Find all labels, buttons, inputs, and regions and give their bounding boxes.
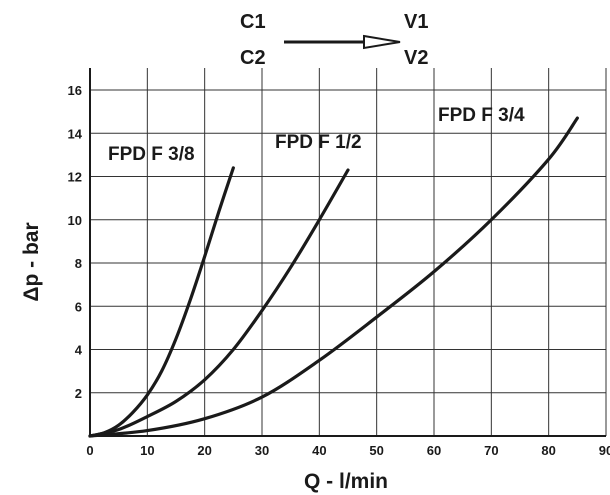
curve-series-3 [88, 116, 579, 438]
x-tick-label-80: 80 [541, 443, 555, 458]
x-tick-label-70: 70 [484, 443, 498, 458]
y-tick-label-4: 4 [75, 343, 83, 358]
flow-arrow-head [363, 34, 401, 50]
x-tick-label-50: 50 [369, 443, 383, 458]
y-tick-label-8: 8 [75, 256, 82, 271]
x-tick-label-0: 0 [86, 443, 93, 458]
x-tick-label-20: 20 [197, 443, 211, 458]
y-tick-label-10: 10 [68, 213, 82, 228]
curves [88, 116, 579, 438]
y-tick-label-14: 14 [68, 126, 83, 141]
flow-from-port-2: C2 [240, 47, 266, 69]
x-tick-label-30: 30 [255, 443, 269, 458]
y-tick-label-16: 16 [68, 83, 82, 98]
flow-from-port-1: C1 [240, 11, 266, 33]
x-tick-label-60: 60 [427, 443, 441, 458]
grid [90, 68, 607, 436]
y-tick-label-12: 12 [68, 170, 82, 185]
series-label-3: FPD F 3/4 [438, 105, 525, 126]
flow-direction: C1 C2 V1 V2 [240, 11, 428, 69]
series-labels: FPD F 3/8 FPD F 1/2 FPD F 3/4 [108, 105, 525, 165]
x-tick-label-40: 40 [312, 443, 326, 458]
y-axis-title: Δp - bar [20, 222, 43, 301]
series-label-1: FPD F 3/8 [108, 144, 195, 165]
x-tick-label-90: 90 [599, 443, 610, 458]
x-tick-label-10: 10 [140, 443, 154, 458]
y-tick-label-2: 2 [75, 386, 82, 401]
curve-series-2 [88, 168, 350, 438]
tick-labels: 0 10 20 30 40 50 60 70 80 90 2 4 6 8 10 12 14 16 [68, 83, 610, 458]
curve-series-1 [88, 166, 235, 438]
flow-to-port-1: V1 [404, 11, 428, 33]
axes [89, 68, 606, 437]
y-tick-label-6: 6 [75, 299, 82, 314]
x-axis-title: Q - l/min [304, 470, 388, 493]
flow-to-port-2: V2 [404, 47, 428, 69]
series-label-2: FPD F 1/2 [275, 132, 362, 153]
